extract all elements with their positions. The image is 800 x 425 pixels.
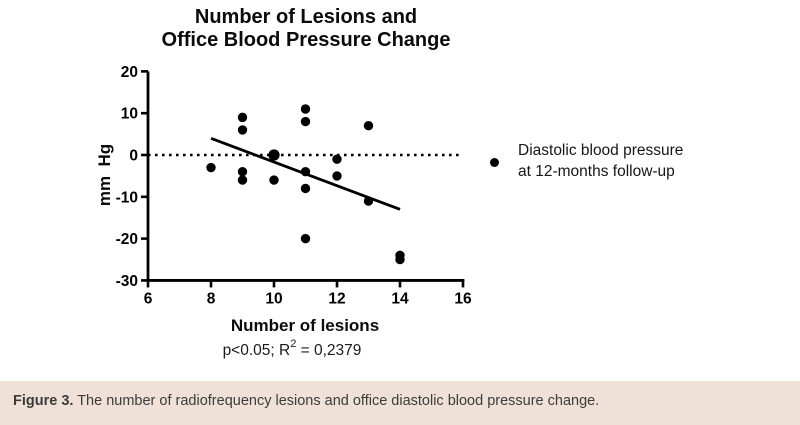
data-point (206, 162, 216, 173)
data-point (237, 112, 248, 123)
data-point (300, 116, 311, 127)
caption-figure-label: Figure 3. (13, 393, 74, 409)
stats-annotation: p<0.05; R2 = 0,2379 (142, 338, 442, 360)
chart-title-line-2: Office Blood Pressure Change (161, 29, 451, 51)
data-point (300, 183, 311, 194)
data-point (268, 149, 280, 161)
data-point (363, 121, 374, 131)
legend-label-line-1: Diastolic blood pressure (518, 142, 684, 159)
y-tick-label: -30 (116, 273, 138, 290)
caption-bar: Figure 3. The number of radiofrequency l… (0, 381, 800, 425)
y-axis-title: mm Hg (95, 143, 114, 207)
y-tick-label: -10 (116, 189, 138, 206)
x-tick-label: 8 (207, 290, 216, 307)
data-point (237, 167, 248, 177)
data-point (300, 104, 311, 114)
y-tick-label: -20 (116, 231, 138, 248)
data-point (363, 196, 374, 206)
stats-suffix: = 0,2379 (296, 342, 362, 360)
x-tick-label: 10 (265, 290, 282, 307)
y-tick-label: 10 (121, 106, 138, 123)
caption-body: The number of radiofrequency lesions and… (73, 393, 600, 409)
scatter-plot: 20 10 0 -10 -20 -30 6 8 10 12 14 16 (116, 64, 472, 308)
data-point (237, 175, 248, 185)
chart-title-line-1: Number of Lesions and (194, 6, 418, 28)
data-point (300, 233, 311, 244)
y-tick-label: 20 (121, 64, 138, 81)
x-tick-label: 16 (454, 290, 472, 307)
x-tick-label: 6 (144, 290, 153, 307)
data-point (332, 171, 342, 181)
stats-superscript: 2 (290, 338, 297, 350)
data-point (237, 125, 248, 135)
legend-marker-dot (490, 158, 499, 167)
x-tick-label: 14 (391, 290, 409, 307)
data-point (395, 254, 405, 265)
data-point (300, 167, 311, 177)
data-point (269, 175, 279, 185)
data-point (332, 154, 342, 164)
caption-text: Figure 3. The number of radiofrequency l… (13, 393, 599, 409)
stats-prefix: p<0.05; R (222, 342, 291, 360)
chart-title: Number of Lesions and Office Blood Press… (106, 6, 506, 52)
y-tick-label: 0 (129, 148, 138, 165)
x-axis-title: Number of lesions (230, 316, 380, 335)
legend-label-line-2: at 12-months follow-up (518, 163, 675, 180)
legend-label: Diastolic blood pressure at 12-months fo… (518, 140, 683, 182)
x-tick-label: 12 (328, 290, 345, 307)
